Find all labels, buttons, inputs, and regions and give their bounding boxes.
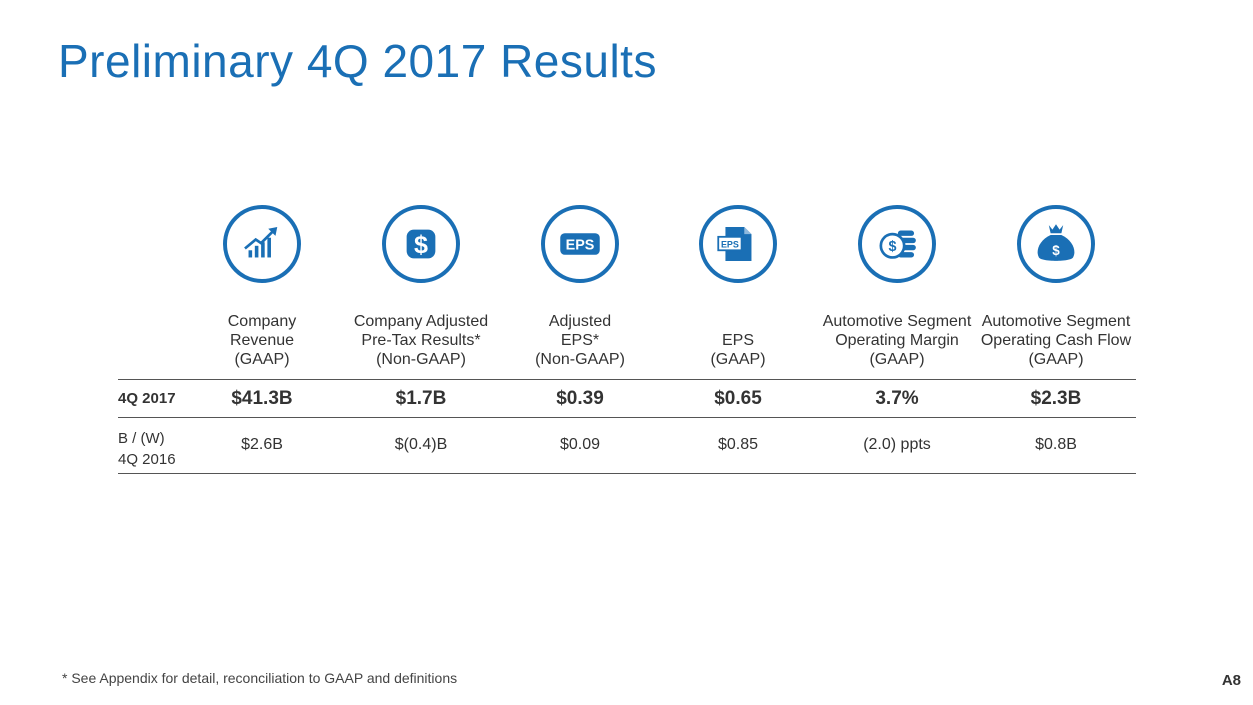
icon-row: $ EPS EPS $ $ xyxy=(0,205,1253,287)
dollar-glyph: $ xyxy=(414,231,428,259)
money-bag-icon: $ xyxy=(1017,205,1095,283)
value-operating-cash-flow: $2.3B xyxy=(1030,388,1082,409)
header-adjusted-eps: Adjusted EPS* (Non-GAAP) xyxy=(535,313,625,368)
change-adjusted-pretax: $(0.4)B xyxy=(394,436,448,453)
header-adjusted-pretax: Company Adjusted Pre-Tax Results* (Non-G… xyxy=(353,313,489,368)
change-company-revenue: $2.6B xyxy=(241,436,283,453)
change-operating-margin: (2.0) ppts xyxy=(863,436,931,453)
table-bottom-rule xyxy=(118,473,1136,474)
dollar-icon: $ xyxy=(382,205,460,283)
change-adjusted-eps: $0.09 xyxy=(559,436,601,453)
bag-glyph: $ xyxy=(1052,243,1060,258)
value-company-revenue: $41.3B xyxy=(231,388,293,409)
growth-chart-icon xyxy=(223,205,301,283)
eps-document-text: EPS xyxy=(721,240,739,250)
footnote: * See Appendix for detail, reconciliatio… xyxy=(62,670,458,686)
eps-document-icon: EPS xyxy=(699,205,777,283)
coin-glyph: $ xyxy=(889,239,897,255)
page-number: A8 xyxy=(1221,672,1241,689)
value-operating-margin: 3.7% xyxy=(875,388,919,409)
header-operating-cash-flow: Automotive Segment Operating Cash Flow (… xyxy=(980,313,1132,368)
value-adjusted-pretax: $1.7B xyxy=(395,388,447,409)
header-operating-margin: Automotive Segment Operating Margin (GAA… xyxy=(822,313,972,368)
column-headers: Company Revenue (GAAP) Company Adjusted … xyxy=(0,309,1253,369)
coins-icon: $ xyxy=(858,205,936,283)
header-eps: EPS (GAAP) xyxy=(710,332,766,368)
eps-badge-text: EPS xyxy=(566,237,595,253)
table-middle-rule xyxy=(118,417,1136,418)
value-eps: $0.65 xyxy=(714,388,762,409)
value-adjusted-eps: $0.39 xyxy=(556,388,604,409)
change-eps: $0.85 xyxy=(717,436,759,453)
page-title: Preliminary 4Q 2017 Results xyxy=(58,35,657,87)
change-operating-cash-flow: $0.8B xyxy=(1035,436,1077,453)
row-label-change: B / (W) 4Q 2016 xyxy=(118,430,176,468)
eps-badge-icon: EPS xyxy=(541,205,619,283)
header-company-revenue: Company Revenue (GAAP) xyxy=(227,313,297,368)
table-top-rule xyxy=(118,379,1136,380)
row-label-current: 4Q 2017 xyxy=(118,390,176,407)
